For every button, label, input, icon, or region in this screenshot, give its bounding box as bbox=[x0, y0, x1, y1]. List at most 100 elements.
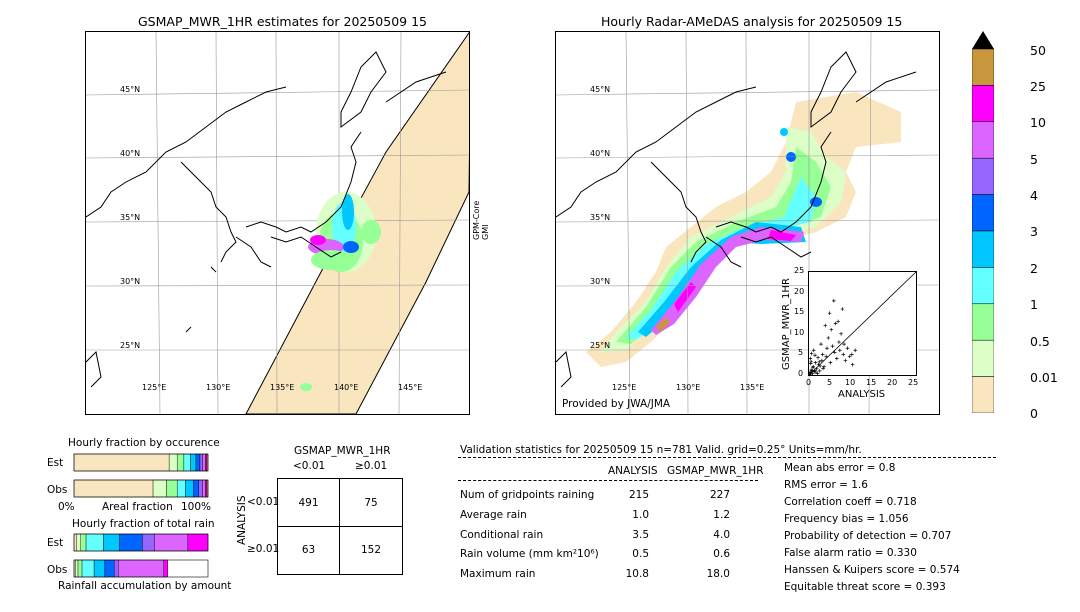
scatter-xtick-10: 10 bbox=[845, 378, 856, 387]
total-rain-bar-frame bbox=[73, 533, 209, 552]
stat-gsmap-gridpoints: 227 bbox=[709, 489, 730, 501]
scatter-xlabel: ANALYSIS bbox=[838, 389, 886, 400]
right-lon-label-130: 130°E bbox=[676, 383, 701, 392]
colorbar bbox=[971, 31, 995, 414]
left-lon-label-130: 130°E bbox=[206, 383, 231, 392]
stat-gsmap-volume: 0.6 bbox=[713, 548, 730, 560]
left-coastline bbox=[86, 51, 447, 388]
left-lat-label-45: 45°N bbox=[120, 85, 141, 94]
scatter-point bbox=[817, 369, 822, 373]
contingency-cell-miss: 63 bbox=[301, 544, 316, 556]
scatter-plot-area bbox=[807, 271, 917, 377]
occurrence-bar-segment bbox=[190, 453, 197, 472]
score-mean-abs-error: Mean abs error = 0.8 bbox=[784, 462, 896, 474]
stat-analysis-gridpoints: 215 bbox=[628, 489, 649, 501]
colorbar-segment bbox=[971, 194, 995, 232]
colorbar-label-1: 1 bbox=[1030, 297, 1038, 312]
scatter-ylabel: GSMAP_MWR_1HR bbox=[781, 278, 792, 370]
validation-header: Validation statistics for 20250509 15 n=… bbox=[460, 444, 862, 456]
occurrence-bar-segment bbox=[152, 479, 167, 498]
scatter-point bbox=[813, 353, 817, 358]
scatter-ytick-10: 10 bbox=[794, 328, 805, 337]
colorbar-segment bbox=[971, 230, 995, 268]
total-rain-bar-segment bbox=[75, 559, 79, 578]
scatter-point bbox=[833, 321, 838, 326]
occurrence-bar-segment bbox=[168, 453, 178, 472]
scatter-point bbox=[850, 352, 854, 357]
scatter-inset bbox=[807, 271, 917, 377]
score-far: False alarm ratio = 0.330 bbox=[784, 547, 917, 559]
scatter-point bbox=[818, 364, 822, 368]
scatter-point bbox=[820, 352, 825, 357]
stat-gsmap-average: 1.2 bbox=[713, 509, 730, 521]
total-rain-bar-segment bbox=[163, 559, 168, 578]
occurrence-xtick-left: 0% bbox=[58, 501, 75, 513]
stat-label-volume: Rain volume (mm km²10⁶) bbox=[460, 548, 599, 560]
total-rain-bar-segment bbox=[119, 533, 143, 552]
total-rain-bar-segment bbox=[73, 533, 77, 552]
scatter-point bbox=[826, 336, 831, 340]
scatter-point bbox=[808, 356, 813, 361]
colorbar-label-0-5: 0.5 bbox=[1030, 334, 1050, 349]
right-lon-label-125: 125°E bbox=[612, 383, 637, 392]
validation-col-analysis: ANALYSIS bbox=[608, 465, 658, 477]
total-rain-bar-segment bbox=[80, 533, 87, 552]
stat-analysis-volume: 0.5 bbox=[632, 548, 649, 560]
scatter-point bbox=[811, 364, 816, 369]
score-pod: Probability of detection = 0.707 bbox=[784, 530, 952, 542]
occurrence-bar-segment bbox=[198, 479, 203, 498]
occurrence-row-obs: Obs bbox=[47, 484, 68, 496]
scatter-point bbox=[842, 342, 846, 346]
colorbar-label-4: 4 bbox=[1030, 188, 1038, 203]
contingency-hdivider bbox=[278, 526, 402, 527]
scatter-point bbox=[821, 366, 825, 371]
total-rain-bar-segment bbox=[103, 533, 120, 552]
stat-gsmap-maximum: 18.0 bbox=[706, 568, 730, 580]
contingency-col-header-ge: ≥0.01 bbox=[355, 460, 388, 472]
total-rain-xlabel: Rainfall accumulation by amount bbox=[58, 580, 232, 592]
scatter-point bbox=[838, 348, 842, 353]
scatter-xtick-20: 20 bbox=[887, 378, 898, 387]
total-rain-bar-segment bbox=[81, 559, 95, 578]
stat-label-maximum: Maximum rain bbox=[460, 568, 536, 580]
stat-label-average: Average rain bbox=[460, 509, 527, 521]
right-lat-label-35: 35°N bbox=[590, 213, 611, 222]
colorbar-label-10: 10 bbox=[1030, 115, 1046, 130]
score-rms-error: RMS error = 1.6 bbox=[784, 479, 868, 491]
colorbar-label-25: 25 bbox=[1030, 79, 1046, 94]
total-rain-bar-frame bbox=[73, 559, 209, 578]
scatter-point bbox=[824, 354, 828, 359]
validation-col-gsmap: GSMAP_MWR_1HR bbox=[667, 465, 764, 477]
contingency-col-header-lt: <0.01 bbox=[293, 460, 326, 472]
scatter-point bbox=[841, 352, 846, 357]
occurrence-xlabel: Areal fraction bbox=[102, 501, 173, 513]
scatter-point bbox=[809, 351, 814, 356]
total-rain-bar-segment bbox=[142, 533, 155, 552]
scatter-point bbox=[832, 350, 837, 355]
left-map: 45°N 40°N 35°N 30°N 25°N 125°E 130°E 135… bbox=[85, 31, 470, 415]
stat-analysis-maximum: 10.8 bbox=[625, 568, 649, 580]
scatter-point bbox=[840, 307, 845, 311]
right-coastline bbox=[556, 51, 917, 388]
occurrence-bar-segment bbox=[205, 479, 207, 498]
scatter-point bbox=[829, 327, 834, 332]
right-lat-label-25: 25°N bbox=[590, 341, 611, 350]
right-map-graphics bbox=[556, 32, 939, 414]
score-correlation: Correlation coeff = 0.718 bbox=[784, 496, 917, 508]
occurrence-bar-segment bbox=[202, 479, 206, 498]
sensor-label-gmi: GMI bbox=[481, 224, 490, 240]
colorbar-segment bbox=[971, 339, 995, 377]
occurrence-bar-segment bbox=[73, 479, 154, 498]
left-panel-title: GSMAP_MWR_1HR estimates for 20250509 15 bbox=[138, 14, 427, 29]
right-lat-label-30: 30°N bbox=[590, 277, 611, 286]
score-hk: Hanssen & Kuipers score = 0.574 bbox=[784, 564, 960, 576]
stat-gsmap-conditional: 4.0 bbox=[713, 529, 730, 541]
left-lat-label-25: 25°N bbox=[120, 341, 141, 350]
total-rain-bar-segment bbox=[187, 533, 209, 552]
stat-analysis-average: 1.0 bbox=[632, 509, 649, 521]
total-rain-bar-segment bbox=[154, 533, 189, 552]
scatter-point bbox=[850, 362, 855, 367]
left-lon-label-140: 140°E bbox=[334, 383, 359, 392]
right-panel-title: Hourly Radar-AMeDAS analysis for 2025050… bbox=[601, 14, 903, 29]
scatter-point bbox=[816, 355, 820, 360]
